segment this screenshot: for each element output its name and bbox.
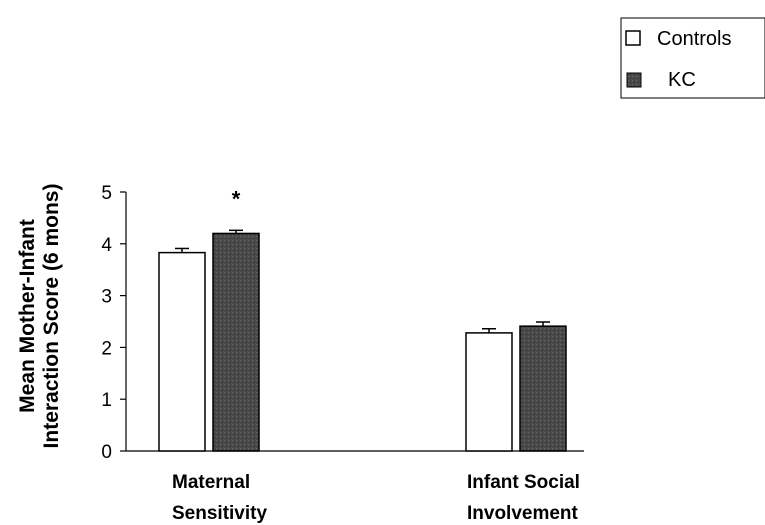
y-axis-title-line-2: Interaction Score (6 mons): [40, 184, 63, 449]
legend-box: [620, 17, 765, 99]
legend-swatch-kc: [626, 72, 642, 88]
y-tick-label: 0: [101, 442, 112, 463]
category-label: Involvement: [467, 503, 579, 524]
bar-controls-1: [465, 332, 513, 452]
y-tick-label: 4: [101, 235, 112, 256]
bar-kc-1: [519, 325, 567, 452]
y-tick-label: 2: [101, 338, 112, 359]
y-axis-title: Mean Mother-Infant Interaction Score (6 …: [16, 184, 63, 449]
y-axis-title-line-1: Mean Mother-Infant: [16, 219, 39, 413]
category-label: Maternal: [172, 472, 250, 493]
category-labels: Maternal Sensitivity Infant Social Involvem…: [172, 472, 580, 524]
legend-swatch-controls: [625, 30, 641, 46]
y-tick-label: 3: [101, 287, 112, 308]
legend: Controls KC: [620, 17, 765, 99]
bars: *: [158, 186, 567, 452]
legend-label-kc: KC: [668, 69, 696, 91]
legend-label-controls: Controls: [657, 28, 731, 50]
category-label: Infant Social: [467, 472, 580, 493]
y-tick-label: 5: [101, 183, 112, 204]
significance-marker: *: [232, 186, 241, 211]
y-tick-label: 1: [101, 390, 112, 411]
category-label: Sensitivity: [172, 503, 267, 524]
y-ticks: 0 1 2 3 4 5: [101, 183, 126, 463]
bar-controls-0: [158, 251, 206, 452]
bar-kc-0: [212, 232, 260, 452]
